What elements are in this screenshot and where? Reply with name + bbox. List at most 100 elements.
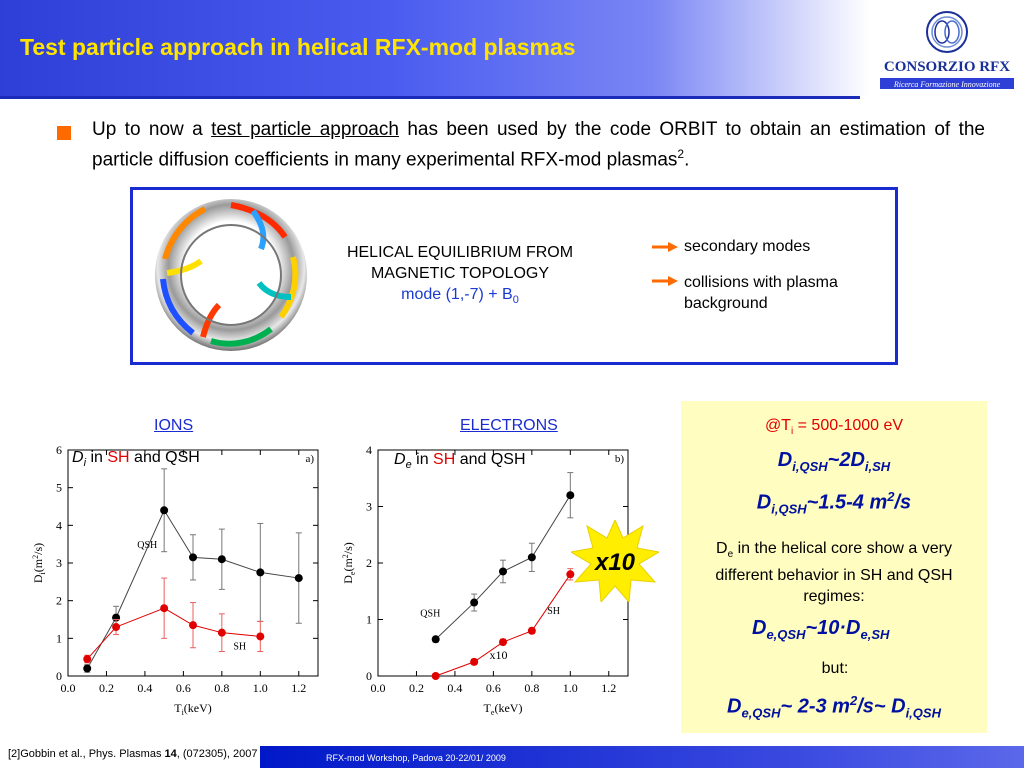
ions-heading: IONS (154, 417, 194, 434)
data-point-sh (83, 655, 92, 664)
x10-star-badge: x10 (571, 520, 659, 602)
x-tick-label: 0.8 (214, 681, 229, 695)
x-tick-label: 0.0 (371, 681, 386, 695)
ion-magnitude-equation: Di,QSH~1.5-4 m2/s (756, 489, 912, 517)
data-point-qsh (217, 555, 226, 564)
data-point-sh (189, 621, 197, 630)
x-axis-label: Te(keV) (484, 701, 523, 717)
electrons-heading: ELECTRONS (460, 417, 558, 434)
x-tick-label: 1.2 (601, 681, 616, 695)
data-point-qsh (160, 506, 169, 515)
logo-graphic: CONSORZIO RFX Ricerca Formazione Innovaz… (880, 11, 1014, 89)
data-point-qsh (294, 574, 303, 583)
y-tick-label: 2 (56, 594, 62, 608)
y-axis-label: De(m2/s) (341, 542, 357, 584)
x-tick-label: 0.6 (176, 681, 191, 695)
x-tick-label: 0.2 (99, 681, 114, 695)
series-label-sh: SH (547, 606, 560, 617)
ion-ratio-equation: Di,QSH~2Di,SH (777, 449, 891, 474)
intro-underlined-phrase: test particle approach (211, 119, 399, 140)
data-point-sh (499, 638, 507, 647)
ions-diffusion-chart: 0.0 0.2 0.4 0.6 0.8 1.0 1.2 0 1 2 3 4 5 6 a) Ti(keV) Di(… (31, 443, 319, 717)
ions-legend-label: Di in SH and QSH (72, 449, 200, 470)
series-line-sh (86, 607, 261, 660)
y-tick-label: 2 (366, 556, 372, 570)
y-tick-label: 1 (366, 613, 372, 627)
x-tick-label: 0.4 (447, 681, 462, 695)
data-point-qsh (83, 664, 92, 673)
x10-annotation: x10 (490, 648, 508, 662)
secondary-modes-item: secondary modes (684, 238, 811, 255)
helical-equilibrium-caption: HELICAL EQUILIBRIUM FROM MAGNETIC TOPOLO… (305, 242, 615, 311)
title-underline (0, 96, 860, 99)
but-label: but: (821, 660, 849, 677)
intro-reference-sup: 2 (677, 147, 685, 161)
consorzio-rfx-logo: CONSORZIO RFX Ricerca Formazione Innovaz… (876, 4, 1018, 92)
electron-magnitude-equation: De,QSH~ 2-3 m2/s~ Di,QSH (727, 693, 941, 721)
logo-name: CONSORZIO RFX (884, 59, 1010, 75)
collisions-item: collisions with plasma background (684, 274, 838, 312)
footer-bar (260, 746, 1024, 768)
x-tick-label: 0.6 (486, 681, 501, 695)
y-tick-label: 4 (366, 443, 372, 457)
y-tick-label: 4 (56, 518, 62, 532)
series-label-sh: SH (233, 642, 246, 653)
data-point-sh (431, 672, 440, 680)
x-tick-label: 0.8 (524, 681, 539, 695)
electrons-diffusion-chart: 0.0 0.2 0.4 0.6 0.8 1.0 1.2 0 1 2 3 4 b) Te(keV) De(m2… (341, 443, 629, 717)
intro-before: Up to now a (92, 119, 212, 140)
y-axis-label: Di(m2/s) (31, 543, 47, 583)
x-tick-label: 0.4 (137, 681, 152, 695)
reference-footnote: [2]Gobbin et al., Phys. Plasmas 14, (072… (8, 748, 258, 760)
data-point-sh (566, 570, 575, 579)
caption-line-1: HELICAL EQUILIBRIUM FROM (346, 244, 574, 261)
data-point-qsh (431, 635, 440, 644)
data-point-sh (217, 628, 226, 637)
data-point-qsh (470, 598, 479, 607)
x-tick-label: 1.2 (291, 681, 306, 695)
data-point-sh (527, 626, 536, 635)
data-point-sh (160, 604, 169, 613)
y-tick-label: 0 (366, 669, 372, 683)
title-bar (0, 0, 870, 96)
intro-text: Up to now a test particle approach has b… (92, 117, 985, 172)
logo-tagline: Ricerca Formazione Innovazione (893, 80, 1001, 89)
data-point-sh (470, 657, 479, 666)
helical-torus-icon (155, 199, 307, 351)
temperature-range: @Ti = 500-1000 eV (764, 417, 904, 438)
data-point-qsh (189, 553, 197, 562)
electrons-legend-label: De in SH and QSH (394, 451, 526, 472)
data-point-qsh (256, 568, 265, 577)
x-tick-label: 1.0 (563, 681, 578, 695)
caption-line-2: MAGNETIC TOPOLOGY (370, 265, 550, 282)
electron-ratio-equation: De,QSH~10·De,SH (752, 617, 890, 642)
y-tick-label: 3 (366, 500, 372, 514)
slide-title: Test particle approach in helical RFX-mo… (20, 34, 576, 60)
x-tick-label: 0.2 (409, 681, 424, 695)
arrow-right-icon (652, 242, 678, 252)
summary-box (681, 401, 987, 733)
logo-emblem-icon (926, 11, 968, 53)
panel-label: b) (615, 453, 625, 465)
data-point-qsh (499, 567, 507, 576)
intro-after: has been used by the code ORBIT to obtai… (92, 119, 985, 171)
series-label-qsh: QSH (137, 540, 157, 551)
series-label-qsh: QSH (420, 609, 440, 620)
workshop-label: RFX-mod Workshop, Padova 20-22/01/ 2009 (326, 753, 506, 763)
data-point-qsh (527, 553, 536, 562)
arrow-right-icon (652, 276, 678, 286)
x-axis-label: Ti(keV) (174, 701, 212, 717)
y-tick-label: 0 (56, 669, 62, 683)
data-point-sh (112, 623, 121, 632)
bullet-marker (57, 126, 71, 140)
y-tick-label: 6 (56, 443, 62, 457)
x10-badge-text: x10 (593, 549, 636, 576)
intro-end: . (684, 149, 690, 171)
x-tick-label: 0.0 (61, 681, 76, 695)
mode-label: mode (1,-7) + B0 (401, 286, 519, 307)
panel-label: a) (305, 453, 314, 465)
y-tick-label: 5 (56, 481, 62, 495)
x-tick-label: 1.0 (253, 681, 268, 695)
y-tick-label: 1 (56, 631, 62, 645)
data-point-sh (256, 632, 265, 641)
